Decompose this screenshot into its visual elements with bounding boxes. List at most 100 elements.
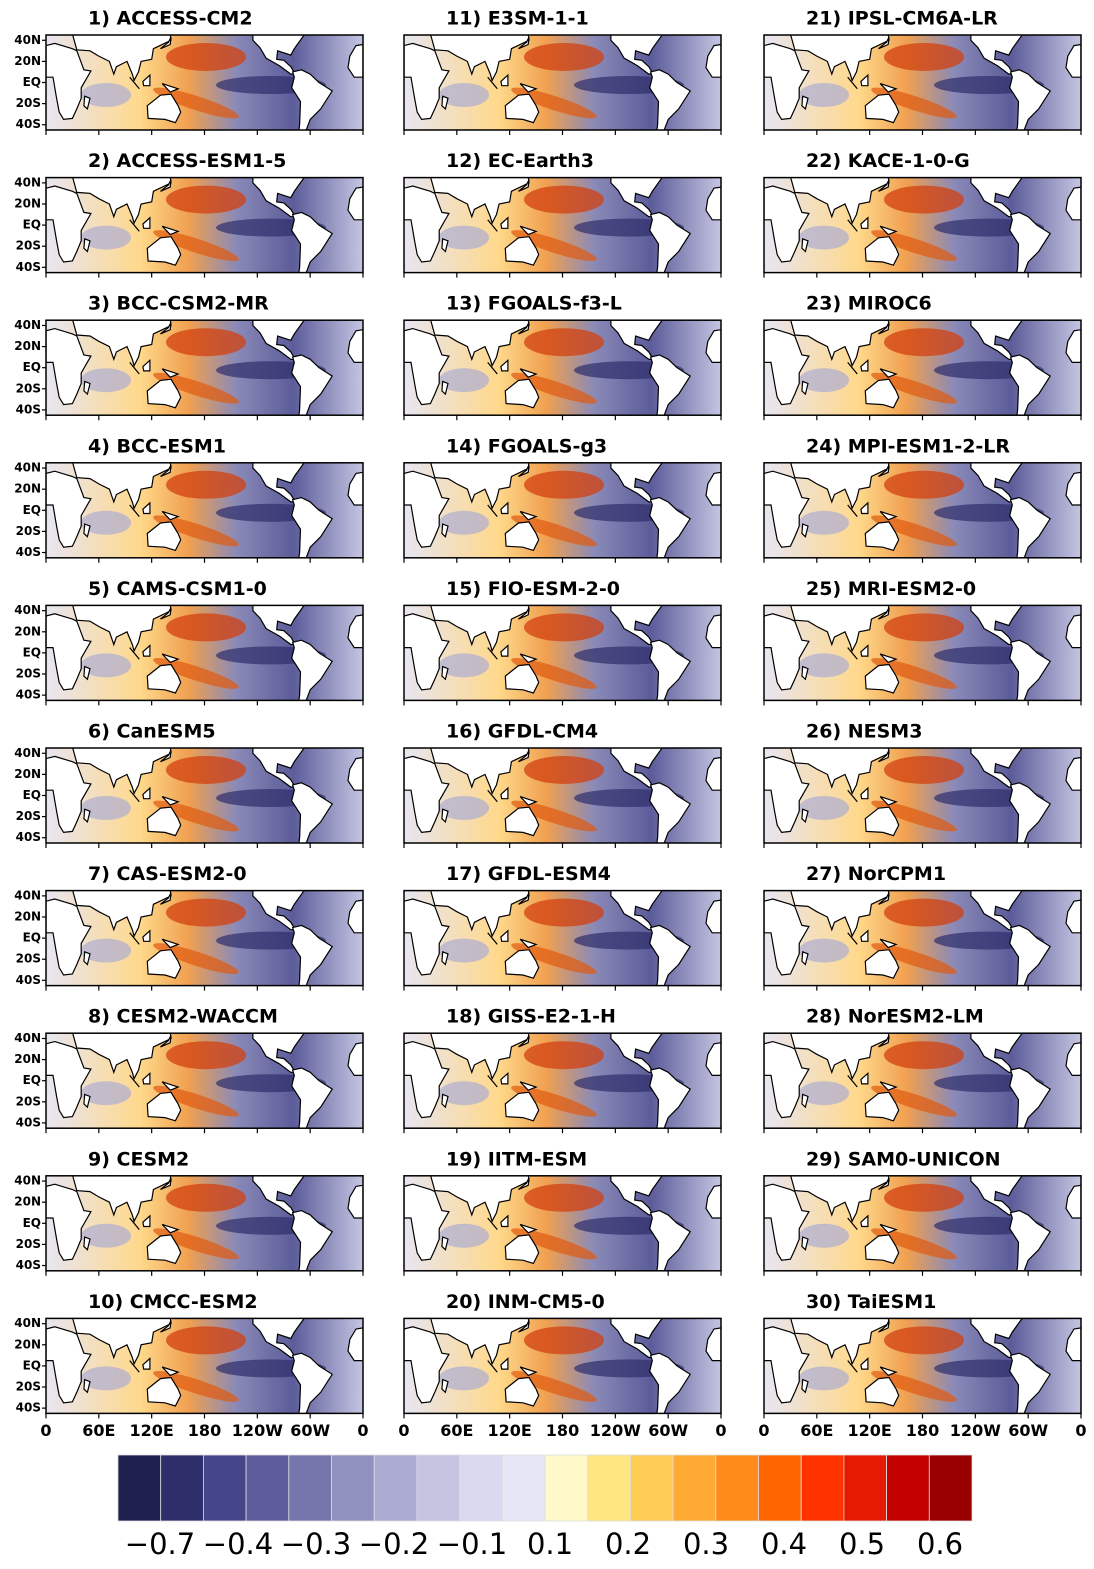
lat-label: 20N [14, 624, 41, 638]
map-panel [404, 177, 721, 273]
lat-label: 40N [14, 1174, 41, 1188]
panel-title: 3) BCC-CSM2-MR [88, 293, 269, 315]
lat-label: 40S [16, 545, 41, 559]
lat-label: 40S [16, 402, 41, 416]
panel-title: 6) CanESM5 [88, 721, 216, 743]
lon-label: 180 [906, 1421, 939, 1440]
lat-label: EQ [23, 503, 41, 517]
panel-title: 4) BCC-ESM1 [88, 435, 226, 457]
map-panel [46, 1175, 363, 1271]
lon-label: 120W [590, 1421, 641, 1440]
lon-label: 0 [715, 1421, 726, 1440]
map-panel [46, 748, 363, 843]
colorbar-label: 0.4 [761, 1527, 807, 1561]
map-panel [46, 462, 363, 558]
lat-label: 20S [16, 952, 41, 966]
colorbar-label: −0.1 [437, 1527, 507, 1561]
colorbar-box [587, 1454, 631, 1522]
map-panel [404, 890, 721, 986]
lat-label: 40N [14, 461, 41, 475]
lat-label: 40S [16, 830, 41, 844]
lon-label: 60W [1008, 1421, 1048, 1440]
lat-label: EQ [23, 1358, 41, 1372]
colorbar-label: −0.3 [281, 1527, 351, 1561]
lon-label: 0 [758, 1421, 769, 1440]
colorbar-box [544, 1454, 589, 1522]
lat-label: EQ [23, 360, 41, 374]
panel-title: 11) E3SM-1-1 [446, 8, 589, 30]
lon-label: 0 [357, 1421, 368, 1440]
map-panel [46, 177, 363, 273]
panel-title: 1) ACCESS-CM2 [88, 8, 253, 30]
lat-label: 40S [16, 117, 41, 131]
panel-title: 15) FIO-ESM-2-0 [446, 578, 620, 600]
lon-label: 120E [488, 1421, 532, 1440]
lat-label: 20S [16, 667, 41, 681]
lat-label: EQ [23, 1073, 41, 1087]
colorbar-box [843, 1454, 888, 1522]
lat-label: 20S [16, 809, 41, 823]
panel-title: 14) FGOALS-g3 [446, 435, 607, 457]
map-panel [404, 35, 721, 130]
panel-title: 21) IPSL-CM6A-LR [806, 8, 998, 30]
colorbar-label: 0.6 [917, 1527, 963, 1561]
colorbar-box [715, 1454, 759, 1522]
lat-label: 20N [14, 339, 41, 353]
map-panel [404, 1033, 721, 1129]
colorbar-label: 0.5 [839, 1527, 885, 1561]
colorbar-box [245, 1454, 290, 1522]
lat-label: 40N [14, 33, 41, 47]
map-panel [46, 1318, 363, 1414]
lat-label: EQ [23, 218, 41, 232]
lat-label: 20S [16, 239, 41, 253]
panel-title: 18) GISS-E2-1-H [446, 1006, 616, 1028]
map-panel [46, 1033, 363, 1129]
map-panel [46, 605, 363, 701]
map-panel [404, 1318, 721, 1414]
panel-title: 23) MIROC6 [806, 293, 932, 315]
colorbar-label: 0.1 [527, 1527, 573, 1561]
lat-label: 40S [16, 260, 41, 274]
panel-title: 25) MRI-ESM2-0 [806, 578, 976, 600]
panel-title: 27) NorCPM1 [806, 863, 946, 885]
panel-title: 9) CESM2 [88, 1148, 189, 1170]
lon-label: 120W [232, 1421, 283, 1440]
lat-label: 20S [16, 1094, 41, 1108]
panel-title: 7) CAS-ESM2-0 [88, 863, 247, 885]
lat-label: 40N [14, 746, 41, 760]
lat-label: EQ [23, 1216, 41, 1230]
panel-title: 8) CESM2-WACCM [88, 1006, 278, 1028]
lat-label: 20N [14, 54, 41, 68]
colorbar-box [331, 1454, 375, 1522]
lon-label: 180 [546, 1421, 579, 1440]
lat-label: 20N [14, 1337, 41, 1351]
lat-label: 20S [16, 1380, 41, 1394]
lat-label: 20N [14, 196, 41, 210]
panel-title: 12) EC-Earth3 [446, 150, 594, 172]
lat-label: 40S [16, 973, 41, 987]
colorbar-label: 0.3 [683, 1527, 729, 1561]
map-panel [404, 1175, 721, 1271]
map-panel [764, 605, 1081, 701]
map-panel [764, 1033, 1081, 1129]
colorbar-box [758, 1454, 802, 1522]
panel-title: 24) MPI-ESM1-2-LR [806, 435, 1010, 457]
colorbar-label: 0.2 [605, 1527, 651, 1561]
lat-label: 20N [14, 482, 41, 496]
lat-label: 20S [16, 1237, 41, 1251]
lat-label: 40N [14, 318, 41, 332]
lat-label: 40S [16, 1401, 41, 1415]
colorbar-box [800, 1454, 845, 1522]
panel-title: 5) CAMS-CSM1-0 [88, 578, 267, 600]
lat-label: 40N [14, 603, 41, 617]
lat-label: 20N [14, 1195, 41, 1209]
lat-label: 40S [16, 688, 41, 702]
map-panel [764, 890, 1081, 986]
panel-title: 16) GFDL-CM4 [446, 721, 598, 743]
colorbar-box [630, 1454, 674, 1522]
colorbar-box [459, 1454, 503, 1522]
panel-title: 10) CMCC-ESM2 [88, 1291, 258, 1313]
lat-label: 20N [14, 909, 41, 923]
map-panel [764, 1318, 1081, 1414]
